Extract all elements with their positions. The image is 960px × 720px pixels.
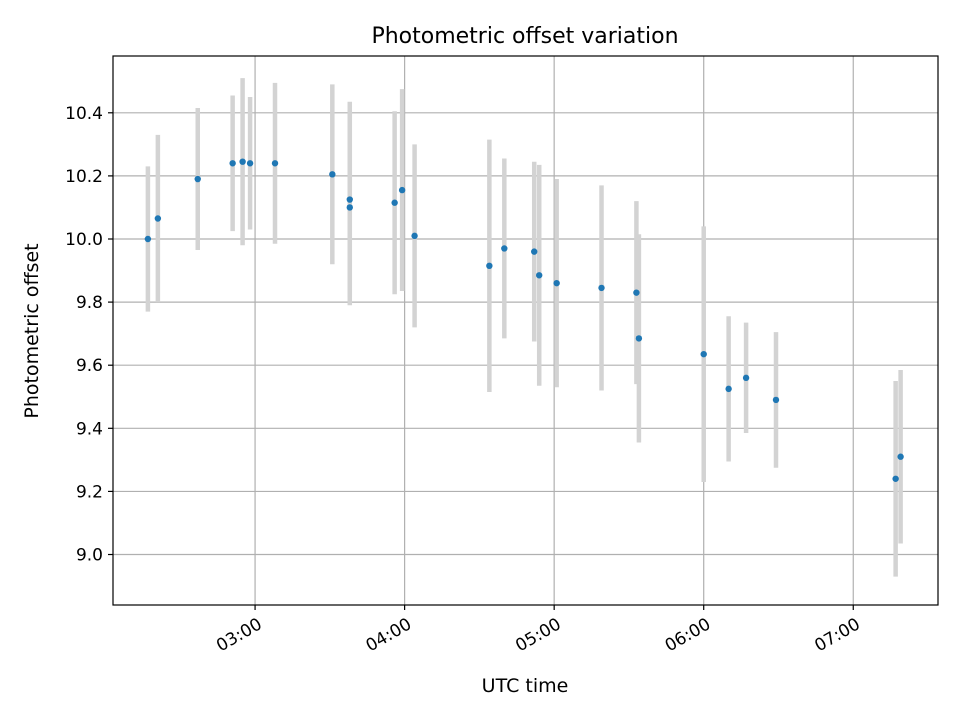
data-point — [144, 235, 152, 243]
data-point — [700, 350, 707, 358]
data-point — [892, 475, 899, 482]
data-point — [271, 160, 279, 167]
y-tick-label: 9.6 — [76, 356, 103, 376]
data-point — [229, 160, 236, 167]
data-point — [598, 284, 605, 292]
data-point — [398, 186, 406, 194]
y-tick-label: 9.8 — [76, 293, 103, 313]
data-point — [239, 158, 246, 165]
data-point — [531, 248, 538, 255]
plot-frame — [112, 55, 939, 606]
y-tick-label: 9.4 — [76, 419, 103, 439]
point-layer — [144, 158, 904, 482]
x-axis-label: UTC time — [482, 675, 569, 697]
data-point — [742, 374, 750, 382]
y-tick-label: 9.2 — [76, 482, 103, 502]
data-point — [536, 272, 543, 279]
data-point — [346, 196, 353, 203]
data-point — [635, 335, 643, 342]
y-tick-label: 10.4 — [65, 104, 103, 124]
data-point — [346, 204, 353, 211]
y-tick-label: 10.2 — [65, 167, 103, 187]
grid-layer — [113, 56, 938, 605]
data-point — [501, 245, 508, 252]
data-point — [154, 215, 162, 222]
data-point — [772, 396, 780, 404]
data-point — [246, 160, 254, 167]
data-point — [411, 232, 418, 240]
data-point — [897, 453, 904, 460]
data-point — [391, 199, 398, 206]
chart-title: Photometric offset variation — [371, 24, 678, 49]
data-point — [194, 175, 201, 183]
data-point — [725, 385, 732, 393]
data-point — [633, 289, 640, 296]
data-point — [553, 279, 560, 287]
y-tick-label: 9.0 — [76, 546, 103, 566]
y-axis-label: Photometric offset — [21, 243, 43, 418]
data-point — [329, 171, 336, 178]
y-tick-label: 10.0 — [65, 230, 103, 250]
data-point — [486, 262, 493, 270]
